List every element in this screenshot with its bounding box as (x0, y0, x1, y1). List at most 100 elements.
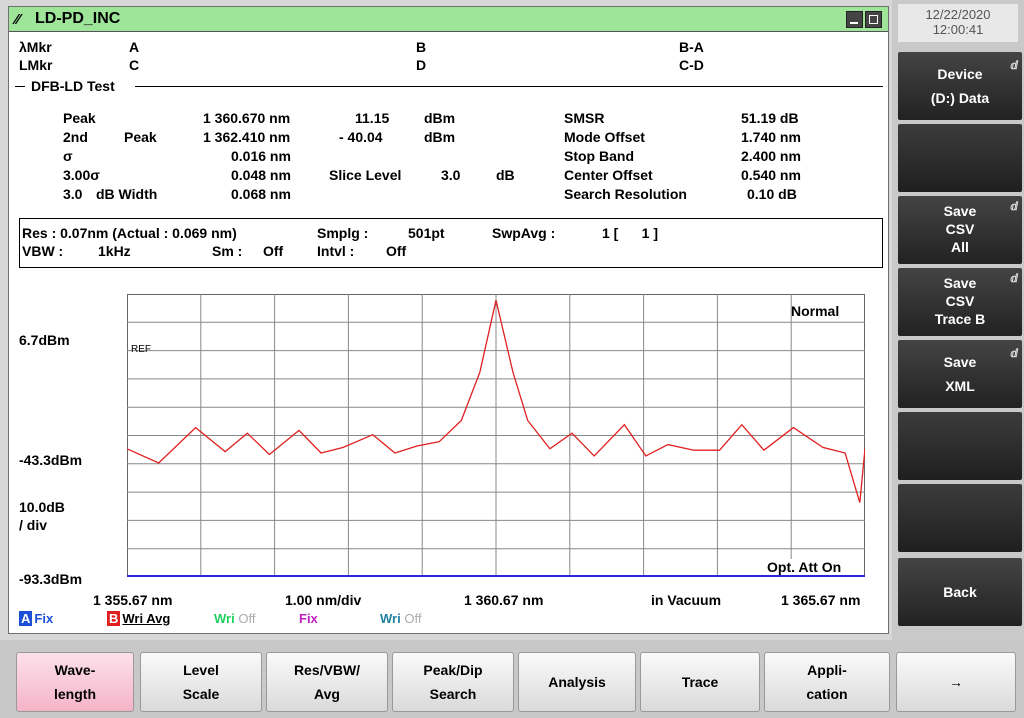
save-csv-all-line2: CSV (945, 221, 975, 237)
section-divider (135, 86, 883, 87)
smsr-label: SMSR (564, 110, 605, 126)
level-scale-line1: Level (183, 662, 219, 678)
y-scale-label: 10.0dB (19, 499, 65, 515)
res-vbw-avg-line1: Res/VBW/ (293, 662, 361, 678)
search-resolution-value: 0.10 dB (747, 186, 797, 202)
peak-wavelength: 1 360.670 nm (203, 110, 291, 126)
lambda-marker-b: B (416, 39, 427, 55)
minimize-button[interactable] (846, 11, 863, 28)
interval-value: Off (386, 243, 407, 259)
spectrum-chart[interactable] (126, 294, 866, 577)
trace-a-tag: A (19, 611, 33, 626)
center-offset-value: 0.540 nm (741, 167, 801, 183)
empty-softkey-1[interactable] (898, 124, 1022, 192)
save-xml-line2: XML (945, 378, 975, 394)
trace-d-legend[interactable]: Fix (299, 611, 318, 626)
softkey-mark-icon: ⅆ (1010, 60, 1018, 72)
save-csv-all-softkey[interactable]: ⅆ Save CSV All (898, 196, 1022, 264)
maximize-button[interactable] (865, 11, 882, 28)
smsr-value: 51.19 dB (741, 110, 799, 126)
level-marker-cd: C-D (679, 57, 704, 73)
device-softkey[interactable]: ⅆ Device (D:) Data (898, 52, 1022, 120)
sigma-label: σ (63, 148, 73, 164)
res-vbw-avg-key[interactable]: Res/VBW/ Avg (266, 652, 388, 712)
trace-b-tag: B (107, 611, 121, 626)
db-width-level: 3.0 (63, 186, 83, 202)
y-scale-unit: / div (19, 517, 48, 533)
back-label: Back (943, 584, 977, 600)
res-vbw-avg-line2: Avg (314, 686, 340, 702)
db-width-value: 0.068 nm (231, 186, 291, 202)
save-csv-b-line1: Save (943, 275, 977, 291)
trace-c-sub: Off (238, 611, 256, 626)
sweep-avg-value: 1 [ 1 ] (602, 225, 659, 241)
vbw-label: VBW : (22, 243, 64, 259)
second-peak-unit: dBm (424, 129, 456, 145)
x-start-label: 1 355.67 nm (93, 592, 173, 608)
wavelength-line2: length (54, 686, 96, 702)
lambda-marker-ba: B-A (679, 39, 704, 55)
section-title: DFB-LD Test (31, 78, 115, 94)
y-top-label: 6.7dBm (19, 332, 70, 348)
spectrum-plot[interactable]: Normal REF Opt. Att On (126, 294, 866, 577)
peak-dip-line2: Search (429, 686, 477, 702)
trace-d-state: Fix (299, 611, 318, 626)
date-text: 12/22/2020 (925, 7, 991, 22)
time-text: 12:00:41 (932, 22, 984, 37)
y-bottom-label: -93.3dBm (19, 571, 83, 587)
next-page-key[interactable]: → (896, 652, 1016, 712)
peak-label: Peak (63, 110, 96, 126)
trace-label: Trace (681, 674, 719, 690)
vbw-value: 1kHz (98, 243, 131, 259)
peak-dip-search-key[interactable]: Peak/Dip Search (392, 652, 514, 712)
arrow-right-icon: → (949, 674, 963, 690)
application-line2: cation (806, 686, 848, 702)
stop-band-label: Stop Band (564, 148, 634, 164)
center-offset-label: Center Offset (564, 167, 653, 183)
section-divider (15, 86, 25, 87)
settings-box: Res : 0.07nm (Actual : 0.069 nm) Smplg :… (19, 218, 883, 268)
wavelength-key[interactable]: Wave- length (16, 652, 134, 712)
trace-b-legend[interactable]: B Wri Avg (107, 611, 170, 626)
x-stop-label: 1 365.67 nm (781, 592, 861, 608)
device-value: (D:) Data (930, 90, 990, 106)
plot-grid (127, 294, 865, 577)
save-csv-trace-b-softkey[interactable]: ⅆ Save CSV Trace B (898, 268, 1022, 336)
x-medium-label: in Vacuum (651, 592, 722, 608)
second-peak-wavelength: 1 362.410 nm (203, 129, 291, 145)
slice-level-value: 3.0 (441, 167, 461, 183)
level-scale-key[interactable]: Level Scale (140, 652, 262, 712)
application-key[interactable]: Appli- cation (764, 652, 890, 712)
back-softkey[interactable]: Back (898, 558, 1022, 626)
sigma-value: 0.016 nm (231, 148, 291, 164)
slice-level-unit: dB (496, 167, 515, 183)
softkey-mark-icon: ⅆ (1010, 348, 1018, 360)
mode-offset-label: Mode Offset (564, 129, 645, 145)
save-xml-softkey[interactable]: ⅆ Save XML (898, 340, 1022, 408)
resolution-setting: Res : 0.07nm (Actual : 0.069 nm) (22, 225, 237, 241)
main-window: ⁄⁄ LD-PD_INC λMkr A B B-A LMkr C D C-D D… (8, 6, 889, 634)
wavelength-line1: Wave- (54, 662, 96, 678)
trace-a-legend[interactable]: A Fix (19, 611, 53, 626)
softkey-mark-icon: ⅆ (1010, 273, 1018, 285)
save-csv-b-line2: CSV (945, 293, 975, 309)
lambda-marker-label: λMkr (19, 39, 52, 55)
level-scale-line2: Scale (182, 686, 220, 702)
empty-softkey-3[interactable] (898, 484, 1022, 552)
analysis-label: Analysis (548, 674, 606, 690)
sampling-label: Smplg : (317, 225, 369, 241)
ref-label: REF (131, 344, 151, 355)
trace-c-state: Wri (214, 611, 235, 626)
trace-e-legend[interactable]: Wri Off (380, 611, 421, 626)
analysis-key[interactable]: Analysis (518, 652, 636, 712)
softkey-mark-icon: ⅆ (1010, 201, 1018, 213)
peak-dip-line1: Peak/Dip (423, 662, 483, 678)
trace-e-sub: Off (404, 611, 422, 626)
mode-offset-value: 1.740 nm (741, 129, 801, 145)
title-bar: ⁄⁄ LD-PD_INC (9, 7, 888, 32)
stop-band-value: 2.400 nm (741, 148, 801, 164)
trace-c-legend[interactable]: Wri Off (214, 611, 255, 626)
empty-softkey-2[interactable] (898, 412, 1022, 480)
trace-key[interactable]: Trace (640, 652, 760, 712)
anritsu-logo-icon: ⁄⁄ (15, 11, 21, 28)
